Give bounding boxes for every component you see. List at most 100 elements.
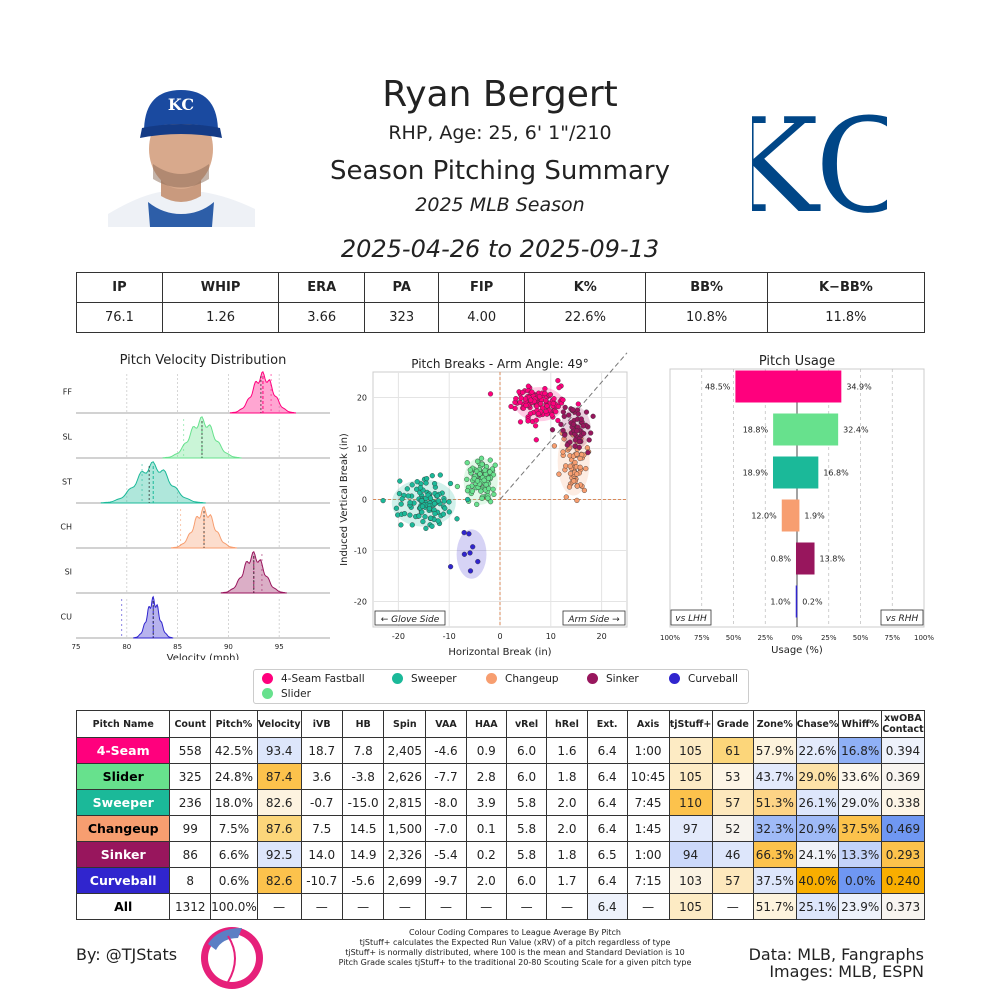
pitch-point [446, 499, 452, 505]
row-label: SI [65, 568, 72, 577]
pitch-point [520, 389, 526, 396]
pitch-point [555, 378, 561, 384]
pitch-point [435, 498, 442, 504]
pitch-metrics-table: Pitch Name Count Pitch% Velocity iVB HB Spin VA… [75, 710, 926, 920]
pitch-point [423, 480, 429, 486]
pitch-metric-cell: 53 [711, 763, 755, 790]
pitch-metric-cell: 6.4 [586, 893, 628, 920]
pitch-metric-cell: 6.4 [586, 737, 628, 764]
pitch-point [577, 455, 583, 462]
pitch-point [556, 384, 562, 391]
pitch-name-cell: Changeup [75, 815, 171, 842]
chart-title: Pitch Breaks - Arm Angle: 49° [411, 357, 589, 371]
pitch-metric-cell: 29.0% [795, 763, 840, 790]
stats-value-cell: 76.1 [76, 302, 163, 333]
pitch-metric-cell: 0.2 [465, 841, 507, 868]
pitch-metric-cell: 13.3% [838, 841, 882, 868]
pitch-point [570, 407, 576, 413]
pitch-table-header-cell: Grade [711, 710, 755, 738]
pitch-table-header: Pitch Name Count Pitch% Velocity iVB HB Spin VA… [75, 710, 926, 738]
pitch-point [422, 514, 428, 520]
pitch-point [419, 509, 425, 515]
pitch-point [488, 499, 494, 505]
vs-lhh-label: vs LHH [675, 614, 707, 624]
pitch-point [483, 482, 489, 488]
pitch-row: Sinker 86 6.6% 92.5 14.0 14.9 2,326 -5.4 0.2 5.8 1… [75, 841, 926, 868]
pitch-point [583, 465, 589, 472]
usage-label-lhh: 12.0% [751, 512, 777, 521]
pitch-metric-cell: 325 [169, 763, 212, 790]
pitch-point [576, 438, 583, 445]
byline: By: @TJStats [76, 945, 178, 964]
pitch-point [574, 428, 580, 434]
pitch-metric-cell: 6.0 [505, 763, 548, 790]
pitch-point [479, 461, 485, 467]
stats-header-cell: IP [76, 272, 163, 303]
pitch-point [474, 501, 480, 508]
x-tick-label: 25% [821, 634, 837, 642]
pitch-metric-cell: 37.5% [838, 815, 882, 842]
pitch-point [537, 394, 543, 400]
pitch-point [572, 443, 578, 449]
pitch-point [535, 410, 542, 417]
season-stats-table: IP WHIP ERA PA FIP K% BB% K−BB% 76.1 1.2… [76, 272, 926, 333]
stats-header-cell: WHIP [161, 272, 280, 303]
pitch-point [417, 485, 424, 491]
x-tick-label: 50% [853, 634, 869, 642]
pitch-metric-cell: 236 [169, 789, 212, 816]
annotation-box [562, 610, 626, 626]
pitch-table-header-cell: HB [341, 710, 385, 738]
pitch-metric-cell: 92.5 [256, 841, 302, 868]
pitch-point [522, 396, 529, 402]
pitch-metric-cell: 1:00 [626, 841, 670, 868]
header-line: xwOBA [884, 713, 922, 724]
pitch-point [393, 505, 400, 511]
y-axis-label: Induced Vertical Break (in) [339, 433, 350, 566]
arm-angle-line [499, 352, 628, 500]
pitch-table-header-cell: Ext. [586, 710, 628, 738]
pitch-point [464, 488, 471, 494]
pitch-metric-cell: 82.6 [256, 867, 302, 894]
pitch-point [528, 397, 534, 403]
usage-label-lhh: 48.5% [705, 383, 731, 392]
pitch-row: Changeup 99 7.5% 87.6 7.5 14.5 1,500 -7.0 0.1 5.8… [75, 815, 926, 842]
pitch-metric-cell: -0.7 [300, 789, 343, 816]
pitch-metric-cell: 2,699 [383, 867, 427, 894]
player-bio: RHP, Age: 25, 6' 1"/210 [388, 122, 612, 144]
x-tick-label: -20 [392, 632, 405, 641]
x-tick-label: -10 [443, 632, 456, 641]
pitch-metric-cell: 1:45 [626, 815, 670, 842]
pitch-table-header-cell: tjStuff+ [668, 710, 713, 738]
pitch-point [426, 506, 433, 512]
pitch-metric-cell: 2.8 [465, 763, 507, 790]
pitch-point [574, 451, 580, 457]
pitch-table-header-cell: Pitch Name [75, 710, 171, 738]
pitch-row: Curveball 8 0.6% 82.6 -10.7 -5.6 2,699 -9.7 2.0 6… [75, 867, 926, 894]
pitch-point [437, 472, 443, 478]
pitch-metric-cell: -3.8 [341, 763, 385, 790]
stats-value-row: 76.1 1.26 3.66 323 4.00 22.6% 10.8% 11.8… [76, 302, 926, 333]
pitch-point [487, 457, 493, 463]
pitch-point [461, 530, 467, 536]
tjstats-logo [201, 927, 263, 989]
pitch-point [560, 409, 567, 415]
pitch-point [432, 511, 438, 517]
pitch-point [464, 476, 470, 483]
pitch-metric-cell: -7.7 [425, 763, 467, 790]
data-source: Data: MLB, Fangraphs [748, 945, 924, 964]
pitch-metric-cell: -4.6 [425, 737, 467, 764]
pitch-point [551, 443, 558, 449]
pitch-point [491, 491, 497, 498]
pitch-metric-cell: 6.0 [505, 737, 548, 764]
stats-header-row: IP WHIP ERA PA FIP K% BB% K−BB% [76, 272, 926, 303]
pitch-metric-cell: -10.7 [300, 867, 343, 894]
pitch-metric-cell: 2,326 [383, 841, 427, 868]
pitch-metric-cell: 110 [668, 789, 713, 816]
header-line: Contact [882, 724, 924, 735]
usage-label-rhh: 16.8% [823, 469, 849, 478]
pitch-metric-cell: 46 [711, 841, 755, 868]
pitch-table-header-cell: Zone% [753, 710, 797, 738]
pitch-point [534, 403, 540, 409]
legend-marker [392, 673, 403, 684]
pitch-point [397, 478, 403, 484]
